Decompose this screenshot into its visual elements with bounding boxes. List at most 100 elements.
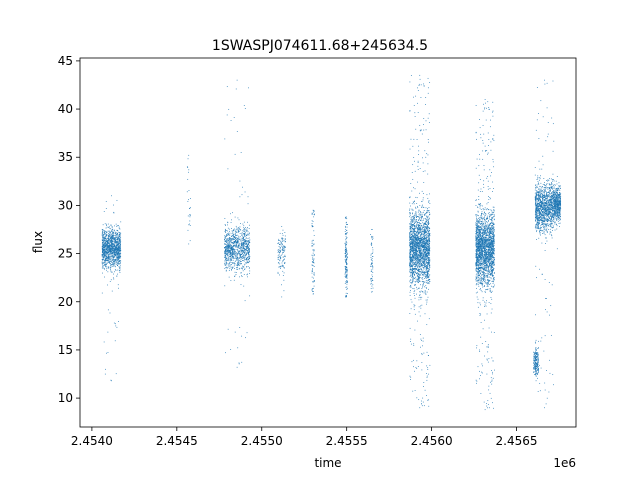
data-point — [420, 239, 422, 240]
data-point — [422, 273, 424, 275]
data-point — [228, 248, 230, 250]
data-point — [414, 256, 415, 258]
data-point — [118, 258, 120, 259]
data-point — [118, 247, 120, 249]
data-point — [242, 238, 244, 240]
data-point — [103, 241, 105, 243]
data-point — [107, 266, 109, 268]
data-point — [313, 243, 315, 245]
data-point — [107, 240, 109, 242]
data-point — [481, 233, 483, 234]
data-point — [119, 256, 121, 258]
data-point — [231, 241, 232, 243]
data-point — [112, 243, 113, 245]
data-point — [344, 249, 346, 250]
data-point — [105, 261, 106, 263]
data-point — [229, 252, 231, 253]
data-point — [243, 238, 244, 239]
data-point — [418, 210, 420, 212]
data-point — [244, 191, 246, 193]
data-point — [410, 233, 412, 235]
data-point — [110, 253, 112, 254]
data-point — [428, 252, 430, 253]
data-point — [118, 226, 120, 228]
data-point — [249, 257, 250, 259]
data-point — [411, 238, 413, 240]
data-point — [111, 246, 113, 248]
data-point — [423, 240, 425, 242]
data-point — [422, 239, 424, 241]
data-point — [119, 263, 121, 265]
data-point — [428, 253, 430, 255]
data-point — [426, 281, 428, 283]
data-point — [420, 265, 422, 267]
data-point — [235, 244, 237, 246]
data-point — [103, 247, 104, 248]
data-point — [313, 250, 315, 252]
data-point — [116, 235, 118, 236]
data-point — [420, 256, 422, 257]
data-point — [112, 232, 113, 233]
data-point — [233, 242, 235, 244]
data-point — [105, 244, 107, 245]
data-point — [225, 264, 227, 266]
data-point — [247, 256, 248, 258]
data-point — [116, 230, 118, 231]
data-point — [238, 227, 240, 228]
data-point — [413, 256, 415, 258]
data-point — [421, 212, 423, 214]
data-point — [345, 245, 347, 247]
data-point — [346, 258, 348, 260]
data-point — [110, 246, 112, 248]
data-point — [413, 240, 415, 241]
data-point — [101, 245, 103, 247]
data-point — [420, 266, 422, 268]
data-point — [411, 242, 412, 244]
data-point — [419, 259, 420, 261]
data-point — [410, 290, 411, 291]
data-point — [425, 242, 427, 244]
data-point — [421, 354, 423, 356]
data-point — [311, 261, 313, 262]
data-point — [412, 164, 414, 166]
data-point — [423, 231, 425, 233]
data-point — [109, 251, 111, 253]
data-point — [424, 236, 425, 238]
data-point — [417, 281, 419, 283]
data-point — [234, 240, 236, 242]
data-point — [241, 242, 243, 244]
data-point — [409, 254, 411, 255]
data-point — [235, 88, 237, 90]
data-point — [232, 247, 234, 249]
data-point — [489, 236, 491, 238]
data-point — [422, 242, 424, 244]
data-point — [101, 264, 103, 266]
data-point — [429, 250, 431, 252]
data-point — [233, 257, 235, 259]
data-point — [118, 232, 120, 234]
data-point — [102, 242, 104, 244]
data-point — [427, 210, 429, 211]
data-point — [229, 245, 231, 246]
data-point — [282, 247, 284, 248]
data-point — [118, 263, 120, 264]
data-point — [423, 382, 425, 383]
data-point — [428, 249, 430, 251]
data-point — [118, 254, 119, 256]
data-point — [248, 250, 250, 252]
data-point — [428, 283, 430, 285]
data-point — [227, 250, 229, 252]
data-point — [417, 263, 419, 264]
data-point — [226, 249, 227, 251]
data-point — [414, 116, 416, 117]
data-point — [278, 254, 280, 256]
data-point — [114, 271, 115, 273]
data-point — [420, 250, 422, 252]
data-point — [423, 235, 425, 237]
data-point — [313, 249, 315, 251]
data-point — [411, 259, 413, 260]
data-point — [429, 248, 431, 249]
data-point — [233, 249, 235, 251]
data-point — [429, 266, 431, 268]
data-point — [345, 271, 347, 273]
